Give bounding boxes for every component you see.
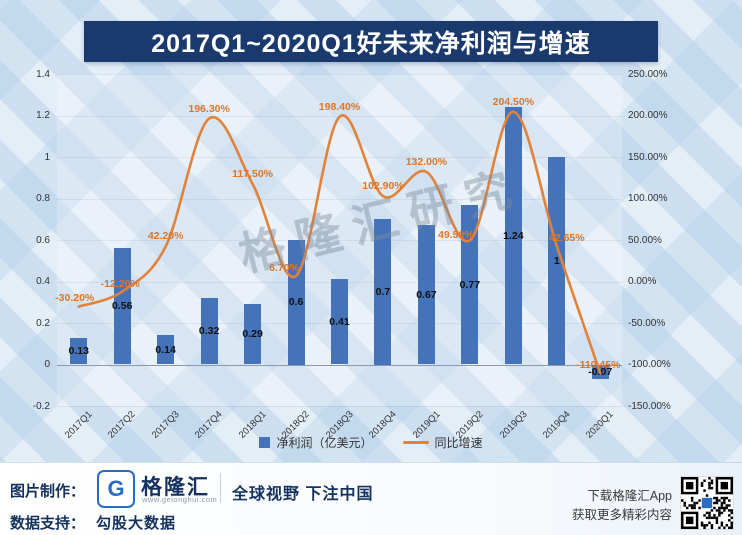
growth-value-label: -110.45% xyxy=(576,359,621,372)
bar-value-label: 0.67 xyxy=(416,288,437,301)
app-promo-line1: 下载格隆汇App xyxy=(587,489,672,503)
bar-value-label: 1.24 xyxy=(503,229,524,242)
y-axis-tick-right: 150.00% xyxy=(628,151,668,163)
data-support-value: 勾股大数据 xyxy=(96,515,177,532)
app-promo-line2: 获取更多精彩内容 xyxy=(571,508,672,522)
qr-code xyxy=(681,477,733,529)
bar-value-label: 0.41 xyxy=(329,315,350,328)
footer-slogan: 全球视野 下注中国 xyxy=(232,486,374,503)
growth-value-label: 132.00% xyxy=(405,155,448,168)
y-axis-tick-left: 1.2 xyxy=(36,110,50,121)
y-axis-tick-right: -150.00% xyxy=(628,400,671,412)
y-axis-tick-right: -50.00% xyxy=(628,317,666,329)
growth-value-label: 117.50% xyxy=(232,167,273,180)
qr-code-image xyxy=(681,477,733,529)
growth-value-label: 6.70% xyxy=(269,261,299,274)
y-axis-tick-left: 1 xyxy=(44,151,50,163)
y-axis-tick-left: 0.2 xyxy=(36,317,50,329)
growth-value-label: -30.20% xyxy=(55,291,95,304)
gridline xyxy=(57,157,622,158)
gridline xyxy=(57,115,622,117)
growth-value-label: 49.50% xyxy=(438,229,474,242)
y-axis-tick-left: 1.4 xyxy=(36,68,50,80)
gelonghui-logo-icon: G xyxy=(97,470,135,508)
bar-value-label: 0.13 xyxy=(68,345,89,357)
growth-value-label: 42.65% xyxy=(548,232,585,245)
legend-item-growth: 同比增速 xyxy=(402,434,483,451)
app-promo-text: 下载格隆汇App 获取更多精彩内容 xyxy=(572,487,672,525)
bar-value-label: 0.14 xyxy=(155,343,176,356)
page-title: 2017Q1~2020Q1好未来净利润与增速 xyxy=(84,21,658,62)
y-axis-tick-right: -100.00% xyxy=(628,359,671,370)
legend-label-growth: 同比增速 xyxy=(434,436,483,450)
y-axis-tick-left: 0 xyxy=(44,359,50,370)
y-axis-tick-left: 0.4 xyxy=(36,276,50,287)
gelonghui-logo-url: www.gelonghui.com xyxy=(142,495,218,504)
gridline xyxy=(57,198,622,200)
chart-legend: 净利润（亿美元） 同比增速 xyxy=(0,434,742,451)
bar-series-icon xyxy=(259,437,271,448)
footer-divider xyxy=(220,473,221,503)
line-series-icon xyxy=(402,441,429,444)
growth-value-label: 102.90% xyxy=(362,180,404,193)
y-axis-tick-left: -0.2 xyxy=(32,400,50,412)
data-support-label: 数据支持： xyxy=(10,515,86,532)
bar-value-label: 0.77 xyxy=(459,278,481,291)
growth-value-label: 204.50% xyxy=(492,95,535,108)
growth-value-label: -12.20% xyxy=(100,277,140,290)
made-by-label: 图片制作： xyxy=(10,483,86,500)
growth-value-label: 42.20% xyxy=(147,230,184,243)
bar-value-label: 0.6 xyxy=(288,296,304,309)
legend-label-net-profit: 净利润（亿美元） xyxy=(276,436,373,450)
gridline xyxy=(57,74,622,75)
x-axis-zero-line xyxy=(57,364,622,366)
bar-value-label: 0.29 xyxy=(242,328,263,341)
y-axis-tick-right: 200.00% xyxy=(628,110,668,121)
growth-value-label: 198.40% xyxy=(318,100,361,113)
y-axis-tick-left: 0.8 xyxy=(36,193,50,204)
y-axis-tick-right: 0.00% xyxy=(628,276,657,287)
gelonghui-logo-text: 格隆汇 xyxy=(141,476,210,499)
y-axis-tick-right: 250.00% xyxy=(628,68,668,80)
gridline xyxy=(57,406,622,407)
y-axis-tick-right: 100.00% xyxy=(628,193,668,204)
bar-value-label: 0.56 xyxy=(111,300,133,313)
y-axis-tick-left: 0.6 xyxy=(36,234,50,246)
bar-value-label: 1 xyxy=(553,254,560,267)
y-axis-tick-right: 50.00% xyxy=(628,234,662,246)
growth-value-label: 196.30% xyxy=(188,102,230,115)
legend-item-net-profit: 净利润（亿美元） xyxy=(259,434,373,451)
footer-bar: 图片制作： G 格隆汇 www.gelonghui.com 全球视野 下注中国 … xyxy=(0,462,742,535)
